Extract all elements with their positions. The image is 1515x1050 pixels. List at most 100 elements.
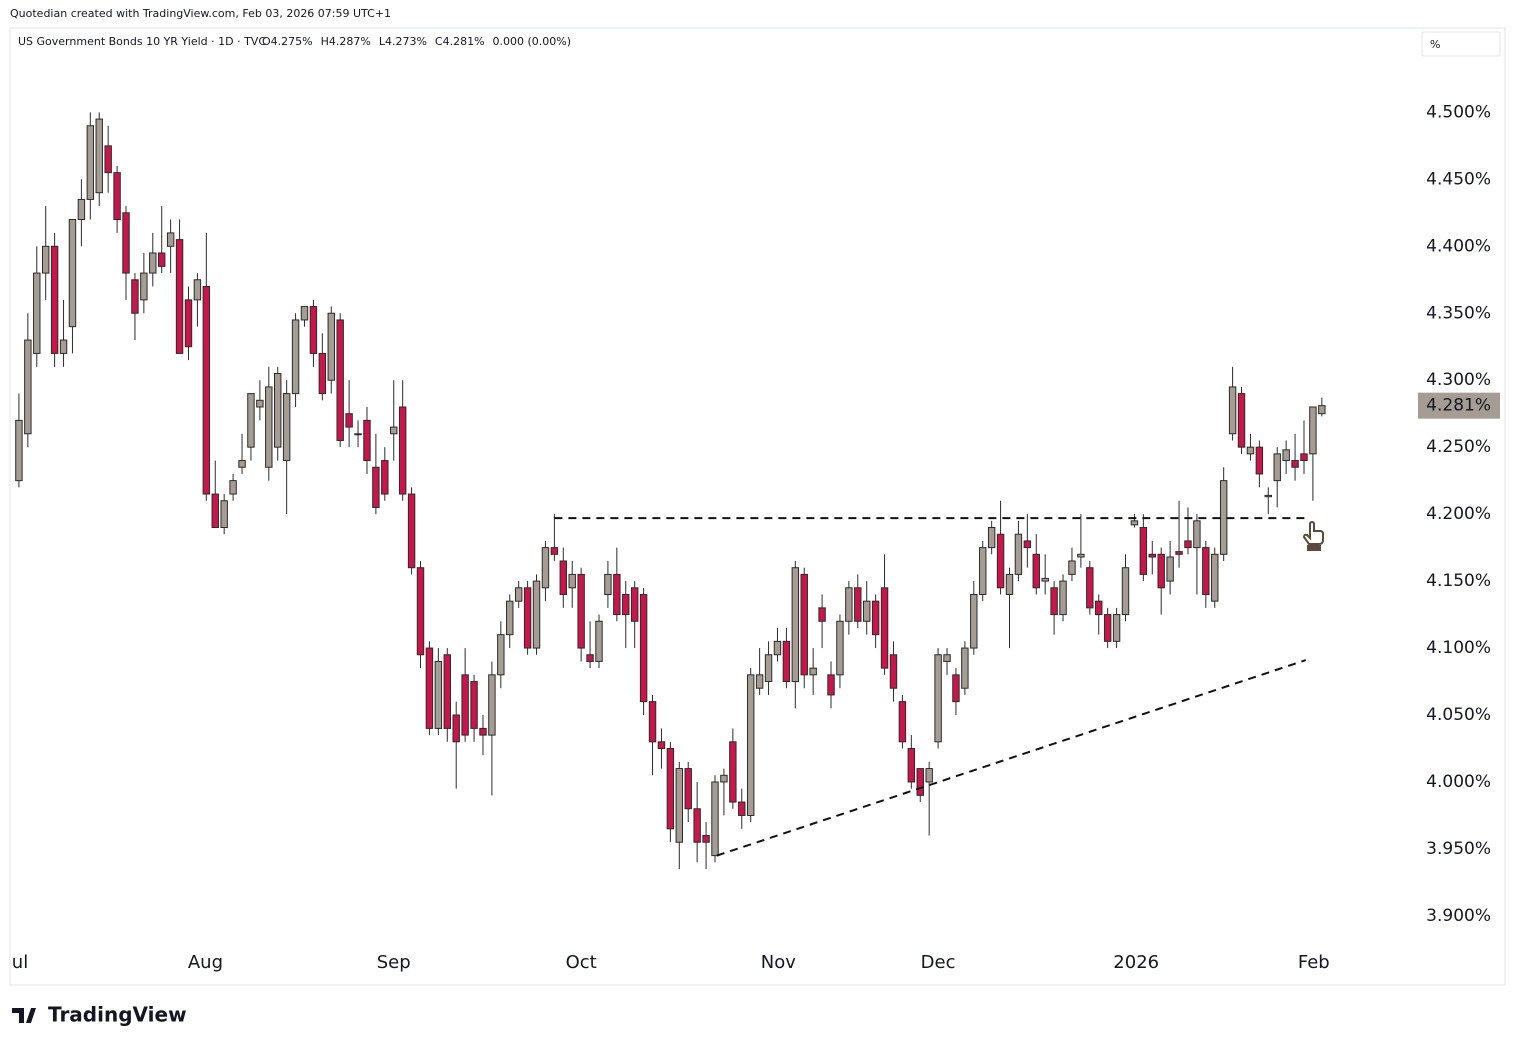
last-price-label: 4.281% — [1426, 396, 1491, 416]
x-tick-label: Aug — [188, 952, 223, 973]
candle-body — [479, 727, 487, 736]
candle-body — [1309, 406, 1317, 455]
x-tick-label: Nov — [761, 952, 796, 973]
candle-body — [50, 245, 59, 354]
candle-body — [247, 393, 255, 448]
candle-body — [416, 567, 425, 656]
candle-body — [738, 801, 746, 816]
candle-body — [720, 774, 728, 783]
credit: Quotedian created with TradingView.com, … — [10, 7, 391, 20]
ohlc-stats: O4.275% H4.287% L4.273% C4.281% 0.000 (0.00%… — [262, 35, 571, 48]
candle-body — [1300, 453, 1308, 462]
candle-body — [390, 426, 398, 435]
candle-body — [166, 232, 175, 247]
candle-body — [862, 600, 871, 622]
candle-body — [1211, 553, 1219, 602]
candle-body — [729, 741, 737, 803]
candle-body — [175, 239, 184, 354]
candle-body — [791, 567, 800, 683]
candle-body — [550, 547, 559, 555]
y-tick-label: 4.050% — [1426, 705, 1491, 725]
candle-body — [59, 339, 68, 354]
candle-body — [300, 306, 309, 321]
candle-body — [1041, 577, 1049, 582]
y-tick-label: 3.900% — [1426, 906, 1491, 926]
candle-body — [1121, 567, 1130, 616]
candle-body — [229, 480, 237, 495]
candle-body — [1112, 614, 1121, 642]
candle-body — [952, 674, 960, 703]
candle-body — [532, 580, 541, 649]
candle-body — [291, 319, 300, 395]
candle-body — [1077, 553, 1085, 558]
plot-area — [15, 112, 1326, 870]
candle-body — [1246, 446, 1255, 455]
candle-body — [827, 674, 835, 696]
ohlc-stat: L4.273% — [379, 35, 427, 48]
last-price-box — [1418, 392, 1500, 419]
candle-body — [77, 198, 86, 221]
candle-body — [336, 319, 344, 441]
candle-body — [925, 768, 933, 783]
candle-body — [470, 681, 478, 729]
candle-body — [1014, 533, 1023, 575]
candle-body — [506, 600, 514, 636]
y-tick-label: 4.500% — [1426, 102, 1491, 122]
candle-body — [327, 312, 335, 381]
y-tick-label: 4.150% — [1426, 571, 1491, 591]
candle-body — [1139, 527, 1148, 575]
candle-body — [407, 493, 416, 569]
candle-body — [979, 547, 987, 595]
candle-body — [559, 560, 568, 595]
candle-body — [425, 647, 434, 729]
candle-body — [1184, 540, 1192, 549]
candle-body — [1175, 551, 1183, 555]
candle-body — [1255, 446, 1264, 475]
candle-body — [1166, 556, 1174, 582]
candle-body — [702, 835, 710, 843]
candle-body — [1005, 573, 1014, 595]
candle-body — [1023, 540, 1032, 549]
candle-body — [514, 587, 523, 602]
candle-body — [211, 493, 219, 529]
candle-body — [140, 272, 148, 301]
candle-body — [95, 118, 103, 194]
candle-body — [309, 306, 318, 354]
candle-body — [282, 393, 291, 462]
candle-body — [711, 781, 719, 857]
candle-body — [604, 573, 612, 595]
candle-body — [1068, 560, 1076, 575]
candle-body — [1273, 453, 1281, 482]
candle-body — [497, 634, 505, 676]
candle-body — [809, 667, 817, 676]
y-tick-label: 4.000% — [1426, 772, 1491, 792]
x-tick-label: Sep — [377, 952, 411, 973]
candle-body — [1228, 386, 1237, 435]
candle-body — [1282, 449, 1290, 462]
candle-body — [639, 593, 648, 703]
hand-icon — [1302, 520, 1324, 551]
candle-body — [568, 573, 576, 589]
candle-body — [755, 674, 764, 689]
x-tick-label: Dec — [921, 952, 956, 973]
candle-body — [24, 339, 32, 435]
candle-body — [488, 674, 496, 736]
candle-body — [622, 593, 630, 616]
candle-body — [372, 466, 380, 508]
candle-body — [684, 768, 692, 810]
candle-body — [238, 460, 246, 468]
candle-body — [452, 714, 460, 743]
candle-body — [764, 654, 773, 683]
candle-body — [1264, 494, 1273, 498]
candle-body — [461, 674, 469, 736]
candle-body — [577, 573, 585, 649]
candle-body — [586, 654, 594, 662]
trend-line — [716, 659, 1307, 857]
candle-body — [68, 219, 77, 328]
candle-body — [104, 145, 112, 174]
candle-body — [613, 573, 621, 616]
unit-box[interactable] — [1421, 31, 1501, 57]
candle-body — [800, 573, 808, 676]
candle-body — [1032, 553, 1040, 589]
candle-body — [943, 654, 951, 662]
